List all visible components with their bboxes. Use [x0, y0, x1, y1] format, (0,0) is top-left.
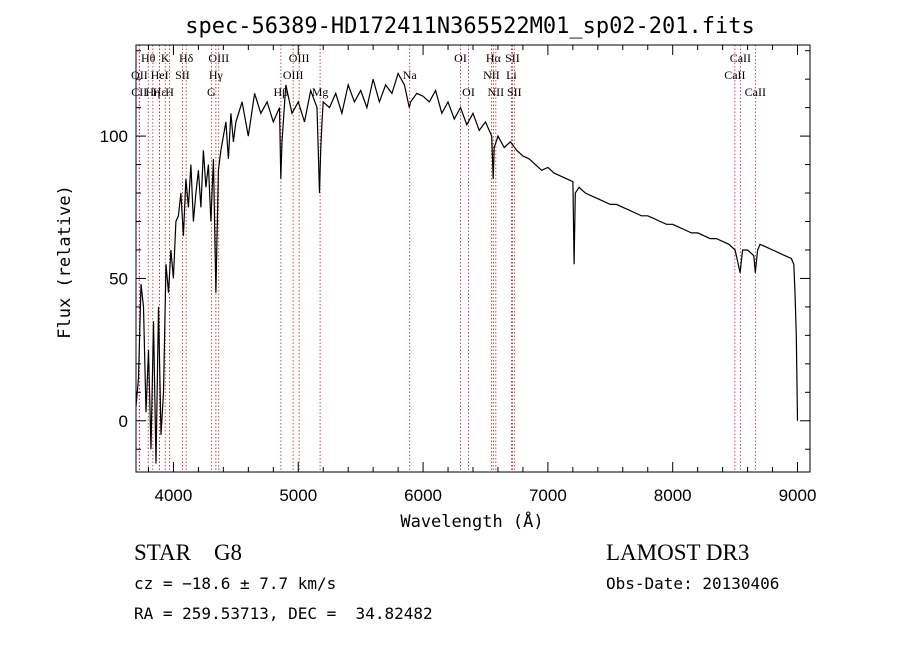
spectral-line-label: OIII	[283, 68, 304, 82]
y-axis-label: Flux (relative)	[55, 185, 75, 339]
spectrum-line	[135, 71, 799, 464]
spectral-line-label: Hθ	[141, 51, 156, 65]
survey-name: LAMOST DR3	[606, 540, 750, 565]
chart-title: spec-56389-HD172411N365522M01_sp02-201.f…	[185, 14, 755, 39]
spectral-line-label: Na	[403, 68, 418, 82]
spectral-line-label: SII	[175, 68, 190, 82]
y-tick-label: 50	[109, 269, 128, 288]
spectrum-chart: spec-56389-HD172411N365522M01_sp02-201.f…	[55, 14, 817, 532]
y-tick-label: 0	[119, 412, 128, 431]
object-type: STAR G8	[134, 540, 243, 565]
spectral-line-label: NII	[483, 68, 500, 82]
spectral-line-label: CaII	[724, 68, 745, 82]
observation-date: Obs-Date: 20130406	[606, 574, 780, 593]
spectral-line-label: Hδ	[179, 51, 194, 65]
spectral-line-label: OI	[462, 85, 475, 99]
x-tick-label: 6000	[404, 486, 442, 505]
x-axis-label: Wavelength (Å)	[400, 510, 543, 532]
y-axis: 0 50 100	[100, 50, 810, 450]
plot-frame	[135, 44, 811, 473]
spectral-line-label: OII	[131, 68, 148, 82]
spectral-line-label: Hγ	[209, 68, 224, 82]
spectral-line-label: SII	[507, 85, 522, 99]
spectral-line-label: Hα	[486, 51, 502, 65]
x-tick-label: 4000	[155, 486, 193, 505]
coordinates: RA = 259.53713, DEC = 34.82482	[134, 604, 433, 623]
spectral-line-label: Hη	[145, 85, 160, 99]
x-tick-label: 7000	[529, 486, 567, 505]
spectral-line-label: OI	[454, 51, 467, 65]
spectral-line-label: G	[207, 85, 216, 99]
x-axis: 4000 5000 6000 7000 8000 9000	[147, 45, 817, 505]
spectral-line-label: CII	[131, 85, 147, 99]
spectral-line-label: Mg	[312, 85, 329, 99]
spectral-line-label: K	[161, 51, 170, 65]
redshift-velocity: cz = −18.6 ± 7.7 km/s	[134, 574, 337, 593]
spectral-line-label: H	[165, 85, 174, 99]
spectral-line-label: OIII	[289, 51, 310, 65]
x-tick-label: 5000	[279, 486, 317, 505]
x-tick-label: 9000	[779, 486, 817, 505]
spectral-line-label: Li	[506, 68, 517, 82]
spectral-line-label: CaII	[730, 51, 751, 65]
spectral-line-label: HeI	[151, 68, 169, 82]
y-tick-label: 100	[100, 127, 128, 146]
spectral-line-label: CaII	[745, 85, 766, 99]
x-tick-label: 8000	[654, 486, 692, 505]
spectral-line-label: NII	[488, 85, 505, 99]
spectral-line-label: SII	[505, 51, 520, 65]
spectral-line-label: OIII	[208, 51, 229, 65]
